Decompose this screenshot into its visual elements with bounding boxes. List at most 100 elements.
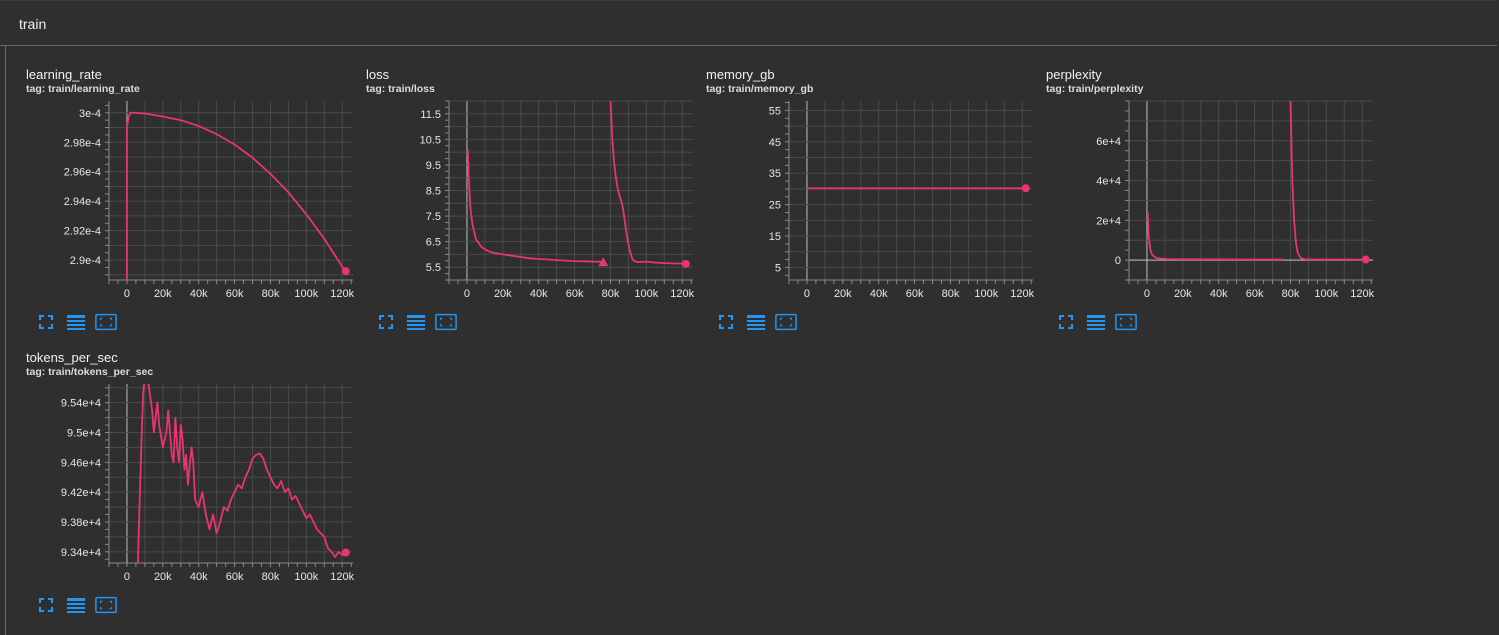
chart-card-tokens-per-sec: tokens_per_sec tag: train/tokens_per_sec… — [26, 350, 366, 630]
chart-toolbar — [35, 312, 117, 332]
y-tick-label: 2.98e-4 — [64, 137, 101, 149]
x-tick-label: 0 — [804, 288, 810, 300]
fullscreen-icon — [719, 315, 733, 329]
chart-memory-gb[interactable]: 5 15 25 35 45 55 0 20k 40k 60k 80k 100k 120k — [706, 101, 1046, 313]
data-table-icon — [747, 315, 765, 330]
y-tick-label: 9.38e+4 — [61, 517, 101, 529]
y-tick-label: 6e+4 — [1096, 136, 1121, 148]
x-tick-label: 60k — [566, 288, 584, 300]
y-tick-label: 9.5e+4 — [67, 427, 101, 439]
fit-domain-button[interactable] — [95, 312, 117, 332]
x-tick-label: 100k — [1314, 288, 1338, 300]
chart-tag: tag: train/perplexity — [1046, 83, 1144, 95]
y-tick-label: 25 — [769, 200, 781, 212]
fullscreen-icon — [379, 315, 393, 329]
x-tick-label: 20k — [494, 288, 512, 300]
chart-tag: tag: train/tokens_per_sec — [26, 366, 154, 378]
x-tick-label: 40k — [1210, 288, 1228, 300]
fullscreen-button[interactable] — [35, 312, 57, 332]
x-tick-label: 60k — [906, 288, 924, 300]
y-tick-label: 0 — [1115, 255, 1121, 267]
fullscreen-button[interactable] — [35, 595, 57, 615]
section-header[interactable]: train — [0, 0, 1497, 46]
chart-loss[interactable]: 5.5 6.5 7.5 8.5 9.5 10.5 11.5 0 20k 40k 60k 80k 100k… — [366, 100, 706, 313]
x-tick-label: 80k — [942, 288, 960, 300]
y-tick-label: 9.42e+4 — [61, 487, 101, 499]
chart-learning-rate[interactable]: 2.9e-4 2.92e-4 2.94e-4 2.96e-4 2.98e-4 3e-4 0 2… — [26, 101, 366, 313]
chart-tag: tag: train/loss — [366, 83, 435, 95]
x-tick-label: 120k — [330, 571, 354, 583]
fit-domain-button[interactable] — [775, 312, 797, 332]
x-tick-label: 0 — [124, 288, 130, 300]
x-tick-label: 40k — [190, 288, 208, 300]
fit-domain-button[interactable] — [95, 595, 117, 615]
x-tick-label: 120k — [330, 288, 354, 300]
fit-domain-button[interactable] — [435, 312, 457, 332]
x-tick-label: 120k — [1350, 288, 1374, 300]
fullscreen-button[interactable] — [715, 312, 737, 332]
series-group — [137, 384, 347, 563]
data-table-button[interactable] — [65, 595, 87, 615]
y-tick-label: 35 — [769, 168, 781, 180]
chart-perplexity[interactable]: 0 2e+4 4e+4 6e+4 0 20k 40k 60k 80k 100k 120k — [1046, 100, 1386, 313]
x-tick-label: 80k — [262, 288, 280, 300]
y-tick-label: 7.5 — [426, 211, 441, 223]
data-table-button[interactable] — [405, 312, 427, 332]
x-tick-label: 60k — [1246, 288, 1264, 300]
chart-toolbar — [375, 312, 457, 332]
chart-title: learning_rate — [26, 67, 102, 82]
series-line — [1289, 101, 1366, 261]
data-table-button[interactable] — [1085, 312, 1107, 332]
chart-toolbar — [35, 595, 117, 615]
x-tick-label: 80k — [602, 288, 620, 300]
x-tick-label: 20k — [1174, 288, 1192, 300]
fullscreen-button[interactable] — [375, 312, 397, 332]
y-tick-label: 2e+4 — [1096, 215, 1121, 227]
chart-toolbar — [715, 312, 797, 332]
fit-domain-icon — [775, 313, 797, 331]
fullscreen-icon — [39, 598, 53, 612]
data-table-icon — [67, 598, 85, 613]
y-tick-label: 3e-4 — [79, 108, 101, 120]
y-tick-label: 4e+4 — [1096, 176, 1121, 188]
chart-tokens-per-sec[interactable]: 9.34e+4 9.38e+4 9.42e+4 9.46e+4 9.5e+4 9.54e+… — [26, 384, 366, 596]
series-line — [1146, 212, 1284, 261]
data-table-button[interactable] — [745, 312, 767, 332]
chart-card-loss: loss tag: train/loss 5.5 6.5 7.5 8.5 9.5 10.5… — [366, 67, 706, 347]
fullscreen-button[interactable] — [1055, 312, 1077, 332]
x-tick-label: 20k — [154, 571, 172, 583]
series-line — [126, 111, 347, 280]
x-tick-label: 40k — [870, 288, 888, 300]
x-tick-label: 0 — [464, 288, 470, 300]
chart-title: perplexity — [1046, 67, 1102, 82]
series-end-marker — [1361, 255, 1370, 264]
y-tick-label: 6.5 — [426, 237, 441, 249]
series-end-marker — [681, 259, 690, 268]
x-tick-label: 100k — [974, 288, 998, 300]
y-tick-label: 8.5 — [426, 186, 441, 198]
fit-domain-button[interactable] — [1115, 312, 1137, 332]
section-title: train — [19, 16, 47, 32]
x-tick-label: 0 — [1144, 288, 1150, 300]
y-tick-label: 9.46e+4 — [61, 457, 101, 469]
x-tick-label: 40k — [190, 571, 208, 583]
y-tick-label: 9.54e+4 — [61, 398, 101, 410]
y-tick-label: 10.5 — [420, 134, 441, 146]
data-table-button[interactable] — [65, 312, 87, 332]
x-tick-label: 60k — [226, 288, 244, 300]
x-tick-label: 80k — [1282, 288, 1300, 300]
x-tick-label: 20k — [154, 288, 172, 300]
y-tick-label: 2.94e-4 — [64, 196, 101, 208]
y-tick-label: 2.96e-4 — [64, 167, 101, 179]
x-tick-label: 20k — [834, 288, 852, 300]
y-tick-label: 45 — [769, 137, 781, 149]
y-tick-label: 11.5 — [420, 109, 441, 121]
chart-card-memory-gb: memory_gb tag: train/memory_gb 5 15 25 35 45… — [706, 67, 1046, 347]
fit-domain-icon — [435, 313, 457, 331]
x-tick-label: 100k — [634, 288, 658, 300]
x-tick-label: 40k — [530, 288, 548, 300]
series-line — [137, 384, 347, 563]
chart-tag: tag: train/memory_gb — [706, 83, 814, 95]
y-tick-label: 9.34e+4 — [61, 547, 101, 559]
y-tick-label: 2.92e-4 — [64, 226, 101, 238]
